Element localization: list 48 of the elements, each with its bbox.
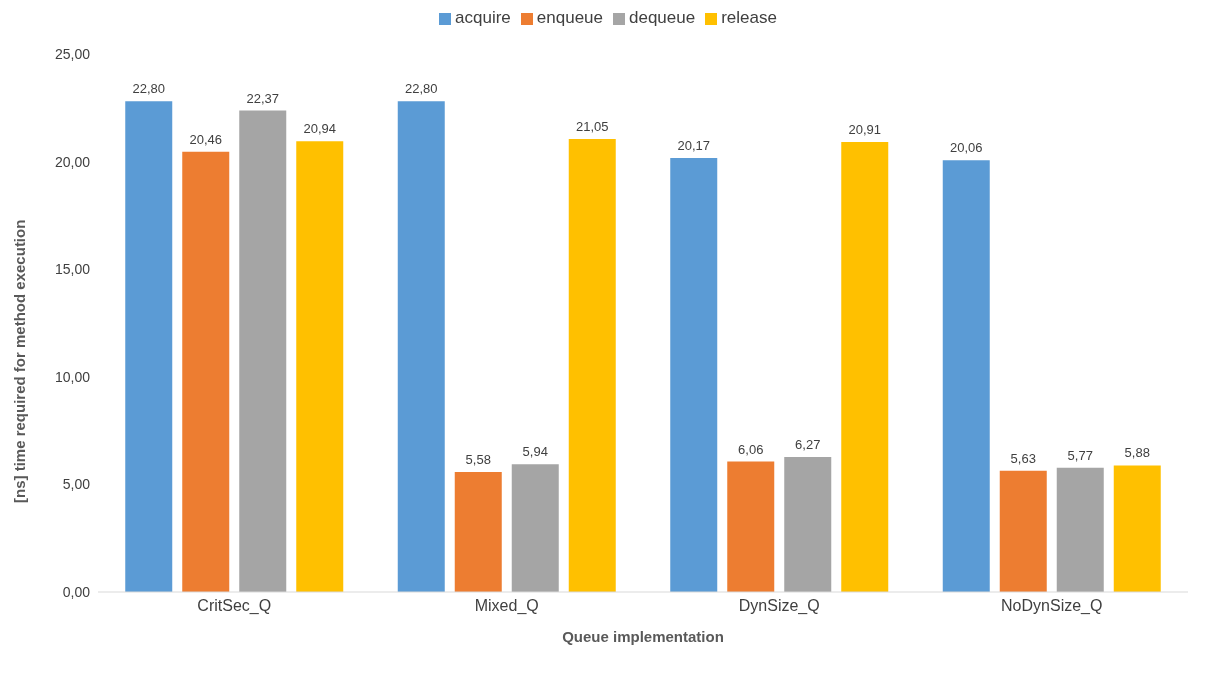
y-tick-label: 20,00 <box>54 153 91 170</box>
legend-label: enqueue <box>536 8 603 27</box>
data-label: 21,05 <box>575 119 609 134</box>
data-label: 6,27 <box>795 437 821 453</box>
y-axis-title: [ns] time required for method execution <box>11 219 29 503</box>
data-label: 5,58 <box>465 451 491 467</box>
y-tick-label: 10,00 <box>54 368 91 385</box>
bar <box>999 470 1047 592</box>
data-label: 22,37 <box>246 90 280 106</box>
bar <box>239 110 287 592</box>
x-tick-label: NoDynSize_Q <box>1001 597 1103 616</box>
bar <box>727 461 775 592</box>
data-label: 20,17 <box>677 137 711 153</box>
legend-label: dequeue <box>629 8 696 27</box>
bar <box>670 157 718 592</box>
bar <box>125 101 173 592</box>
data-label: 22,80 <box>404 81 438 97</box>
data-label: 6,06 <box>738 441 764 457</box>
data-label: 5,77 <box>1067 447 1093 463</box>
bar <box>1056 467 1104 592</box>
data-label: 5,88 <box>1124 445 1150 461</box>
y-tick-label: 0,00 <box>62 583 91 600</box>
y-tick-label: 25,00 <box>54 45 91 62</box>
bar <box>942 160 990 592</box>
bar <box>182 151 230 592</box>
x-tick-label: CritSec_Q <box>197 597 272 616</box>
y-tick-label: 5,00 <box>62 476 91 493</box>
bar <box>454 471 502 592</box>
data-label: 20,46 <box>189 131 223 147</box>
data-label: 5,63 <box>1010 450 1036 466</box>
bar <box>397 101 445 592</box>
bar <box>841 142 889 592</box>
bar <box>784 457 832 592</box>
x-axis-title: Queue implementation <box>562 628 724 645</box>
x-tick-label: DynSize_Q <box>738 597 820 616</box>
data-label: 20,91 <box>848 122 882 138</box>
legend-label: release <box>721 8 777 27</box>
bar <box>511 464 559 592</box>
bar <box>568 139 616 592</box>
bar <box>1113 465 1161 592</box>
bar <box>296 141 344 592</box>
data-label: 5,94 <box>522 444 548 460</box>
data-label: 20,94 <box>303 121 337 137</box>
x-tick-label: Mixed_Q <box>474 597 539 616</box>
data-label: 20,06 <box>949 140 983 156</box>
y-tick-label: 15,00 <box>54 261 91 278</box>
data-label: 22,80 <box>132 81 166 97</box>
legend-label: acquire <box>455 8 511 27</box>
